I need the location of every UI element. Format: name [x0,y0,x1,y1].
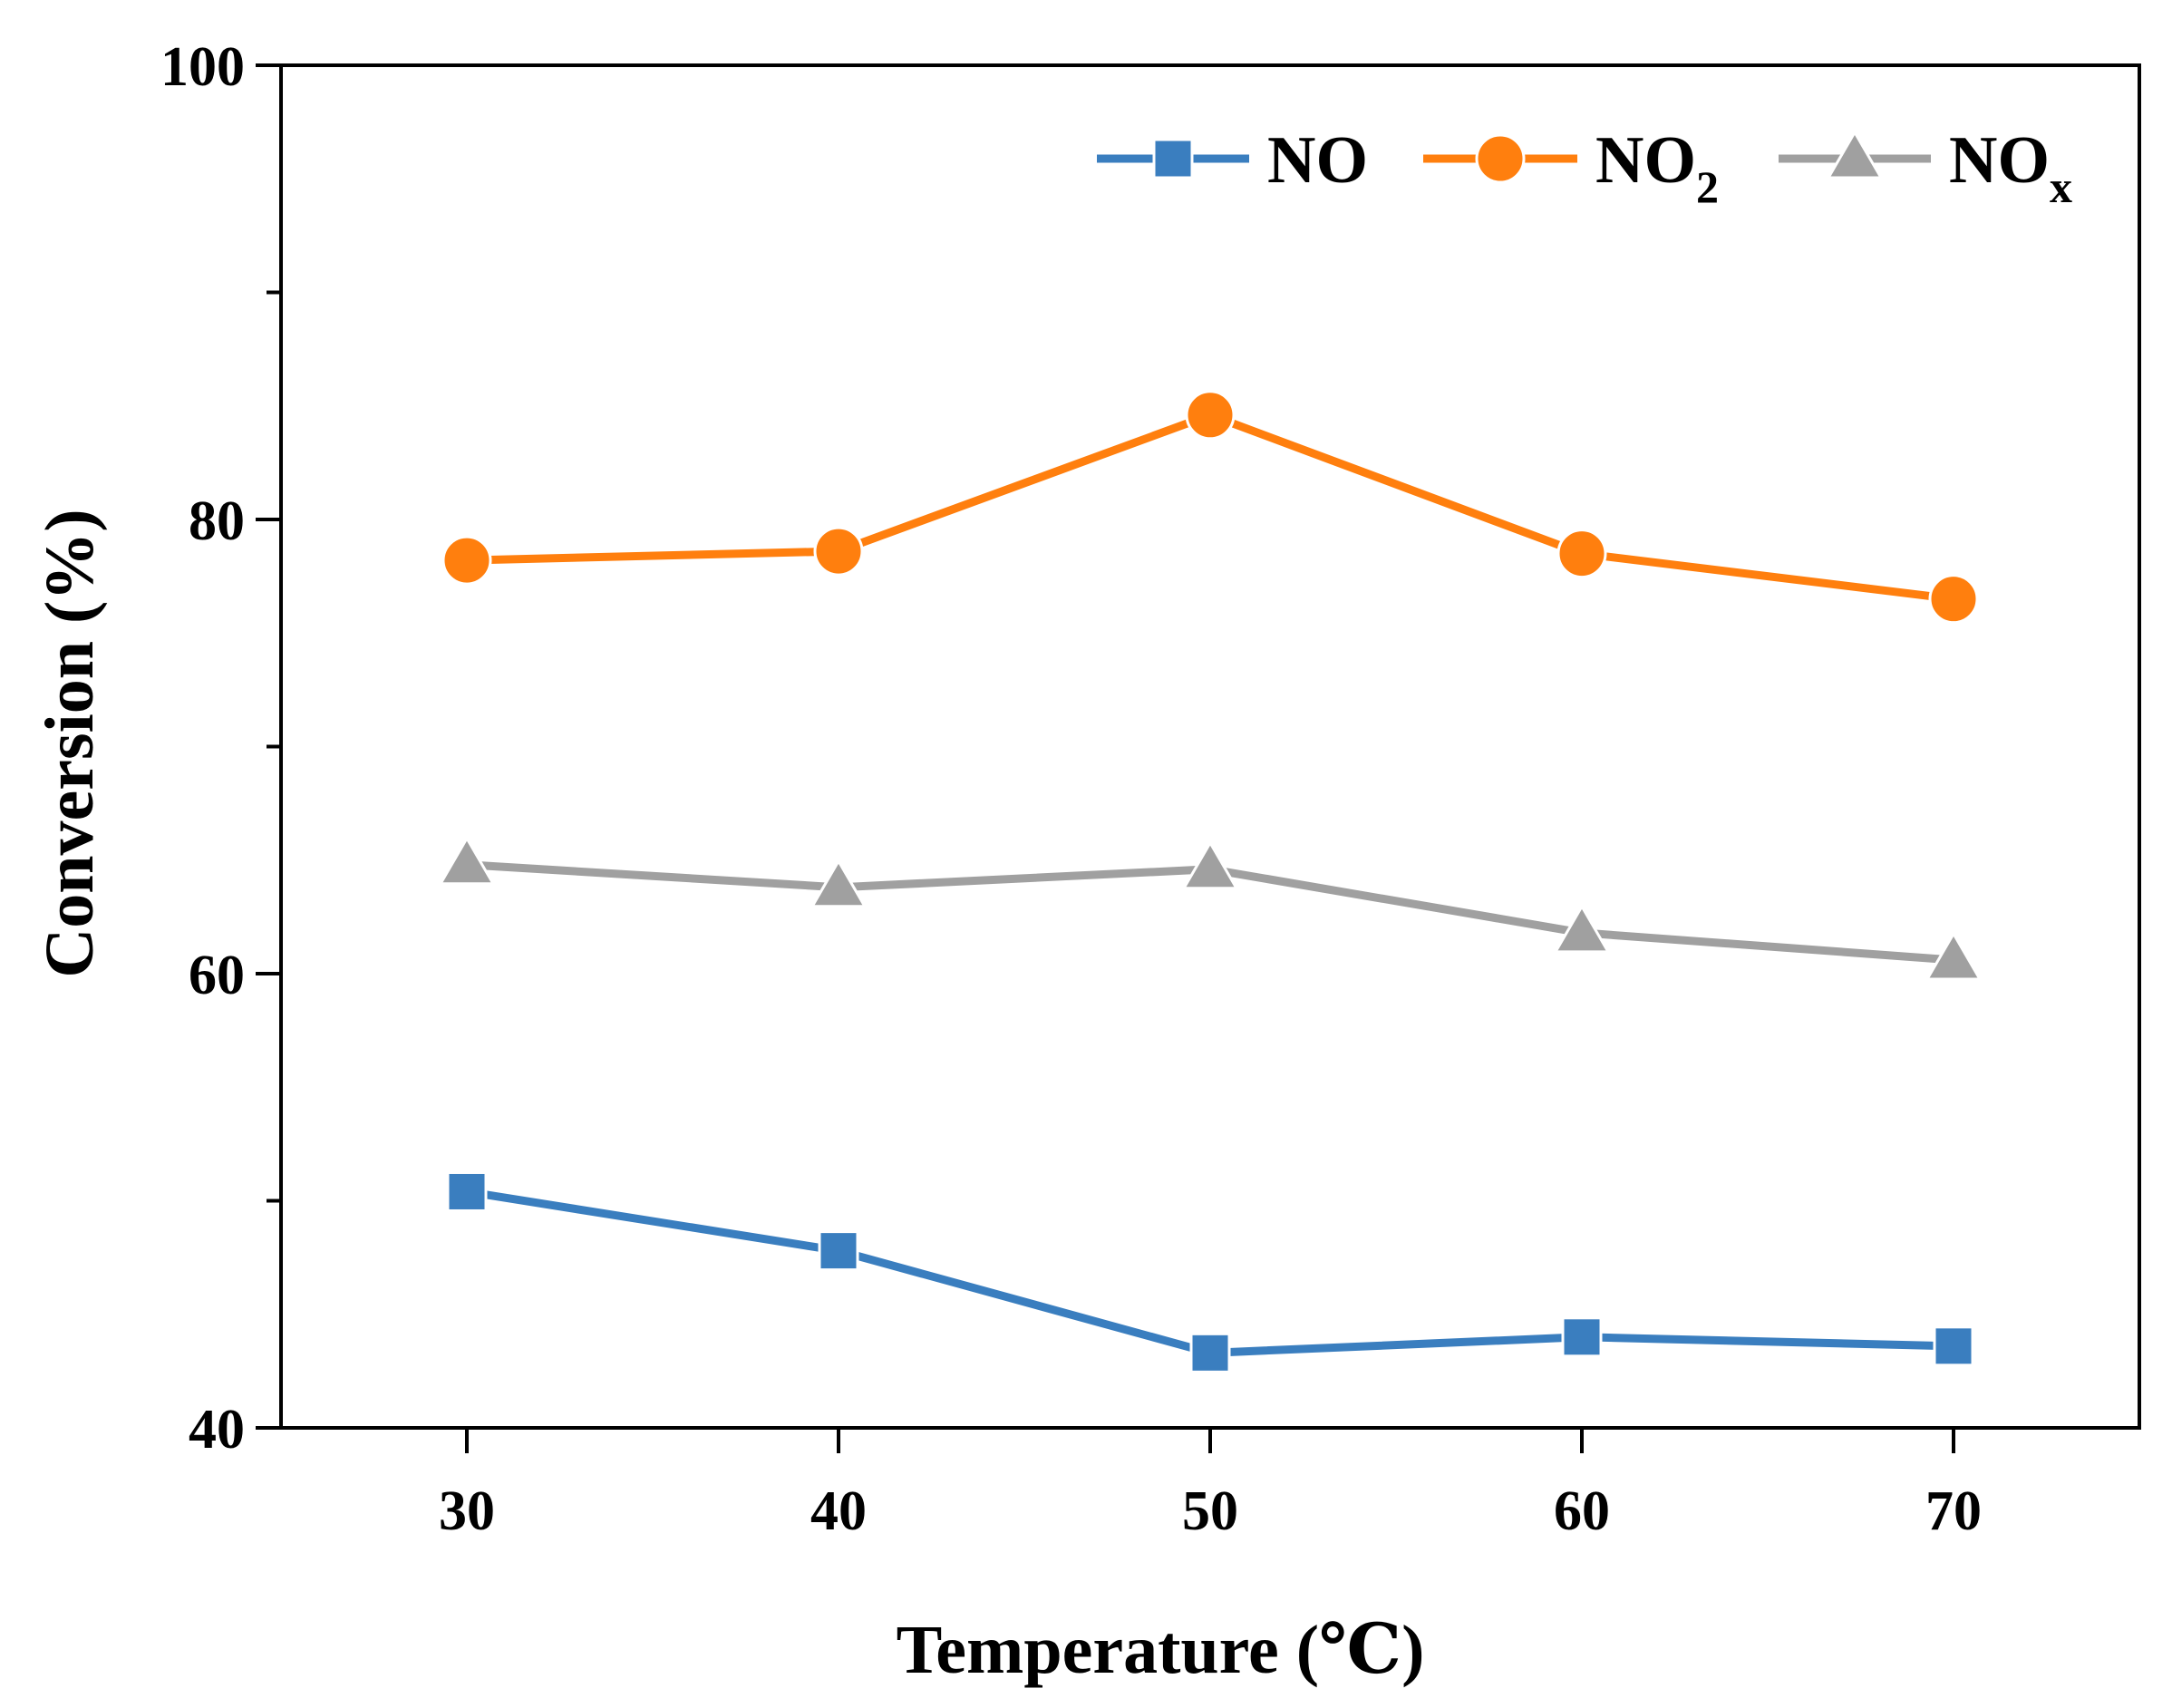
legend-marker [1826,130,1884,180]
data-point-NO [1189,1332,1231,1373]
legend-label: NO [1267,123,1368,198]
legend-item-NO: NO [1097,123,1368,198]
legend-label-base: NO [1267,123,1368,198]
data-point-NOx [438,835,496,886]
data-point-NO2 [441,535,492,586]
series-line-NO [466,1188,1954,1357]
y-tick-label: 100 [160,36,245,98]
data-point-NO [1933,1325,1974,1367]
legend-item-NOx: NOx [1779,123,2072,212]
legend-label: NO2 [1595,123,1719,212]
series-NOx [438,835,1983,981]
data-point-NOx [1181,839,1239,890]
legend-label-base: NO [1595,123,1696,198]
y-tick-label: 60 [189,945,245,1006]
y-tick-label: 80 [189,490,245,552]
legend-label-subscript: 2 [1696,161,1719,212]
data-point-NOx [1925,930,1983,981]
legend-marker [1152,138,1194,180]
y-tick-label: 40 [189,1399,245,1461]
x-tick-label: 40 [810,1480,867,1542]
legend-marker [1475,133,1526,184]
plot-frame [279,63,2141,1430]
data-point-NO2 [1928,574,1979,625]
data-point-NOx [1553,903,1611,954]
series-line-NO2 [466,411,1954,604]
data-point-NOx [810,858,868,908]
data-point-NO2 [813,526,864,577]
x-tick-label: 70 [1925,1480,1982,1542]
legend: NO NO2 NOx [1097,123,2072,212]
legend-item-NO2: NO2 [1423,123,1719,212]
x-tick-label: 50 [1182,1480,1238,1542]
axes: 40 60 80 100 30 40 50 60 70 [160,36,2141,1542]
x-tick-label: 30 [439,1480,495,1542]
legend-label-base: NO [1949,123,2050,198]
data-point-NO [446,1170,488,1212]
legend-label: NOx [1949,123,2072,212]
data-point-NO [818,1230,859,1272]
x-tick-label: 60 [1554,1480,1610,1542]
y-axis-title: Conversion (%) [32,509,108,977]
series-NO [446,1170,1974,1373]
legend-label-subscript: x [2050,161,2072,212]
x-axis-title: Temperature (℃) [897,1612,1425,1688]
data-point-NO2 [1185,390,1236,441]
series-NO2 [441,390,1979,625]
data-point-NO2 [1556,529,1607,579]
data-point-NO [1561,1316,1603,1358]
series-layer [438,390,1983,1373]
